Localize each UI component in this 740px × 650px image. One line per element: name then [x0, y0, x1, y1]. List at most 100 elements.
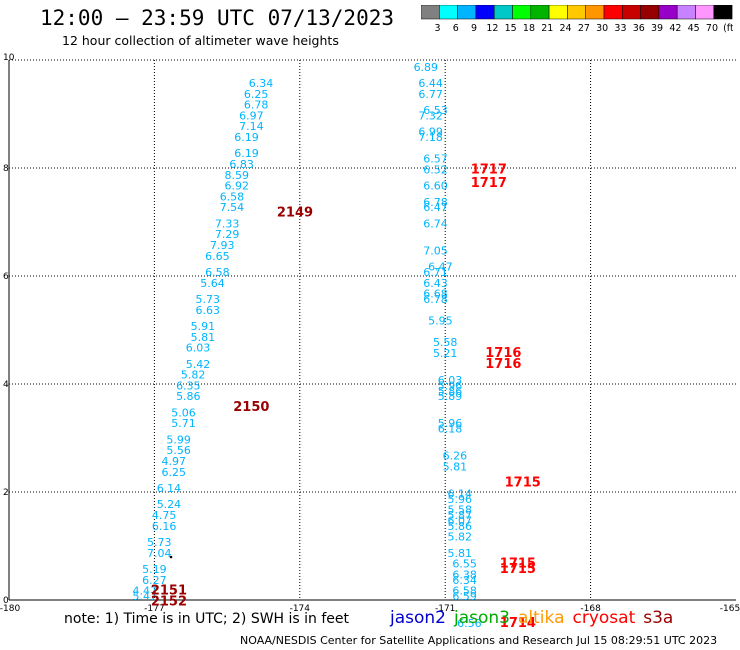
wave-height-label: 6.35 [176, 379, 201, 392]
wave-height-label: 6.47 [423, 201, 448, 214]
mission-legend-s3a: s3a [643, 608, 674, 628]
wave-height-label: 6.56 [457, 617, 482, 630]
colorbar-label: 42 [669, 23, 681, 34]
x-tick-label: -168 [580, 604, 601, 614]
mission-legend-jason3: jason3 [454, 608, 510, 628]
wave-height-label: 6.03 [438, 374, 463, 387]
wave-height-label: 5.96 [438, 417, 463, 430]
wave-height-label: 6.99 [418, 126, 443, 139]
wave-height-label: 5.24 [157, 498, 182, 511]
wave-height-label: 5.86 [447, 520, 472, 533]
y-tick-label: 6 [3, 272, 9, 282]
chart-subtitle: 12 hour collection of altimeter wave hei… [62, 33, 339, 48]
wave-height-label: 5.06 [171, 406, 196, 419]
wave-height-label: 6.63 [195, 304, 220, 317]
chart-title: 12:00 – 23:59 UTC 07/13/2023 [40, 6, 395, 30]
wave-height-label: 6.16 [152, 520, 177, 533]
wave-height-label: 5.73 [195, 293, 220, 306]
data-marker [169, 555, 173, 559]
wave-height-label: 5.73 [147, 536, 172, 549]
wave-height-label: 6.27 [142, 574, 167, 587]
wave-height-label: 5.81 [447, 547, 472, 560]
pass-time-label: 1716 [485, 346, 521, 361]
wave-height-label: 6.55 [452, 558, 477, 571]
wave-height-label: 6.78 [423, 196, 448, 209]
pass-time-label: 1715 [500, 557, 536, 572]
wave-height-label: 6.25 [162, 466, 187, 479]
wave-height-label: 4.75 [152, 509, 177, 522]
wave-height-label: 5.71 [171, 417, 196, 430]
wave-height-label: 7.14 [239, 120, 264, 133]
wave-height-label: 6.34 [452, 574, 477, 587]
colorbar-label: 45 [688, 23, 700, 34]
wave-height-label: 6.25 [244, 88, 269, 101]
colorbar-label: 27 [578, 23, 590, 34]
x-tick-label: -177 [144, 604, 164, 614]
wave-height-label: 6.14 [157, 482, 182, 495]
wave-height-label: 5.42 [186, 358, 211, 371]
colorbar-label: 12 [486, 23, 498, 34]
x-tick-label: -174 [290, 604, 311, 614]
wave-height-label: 6.07 [447, 514, 472, 527]
wave-height-label: 5.82 [447, 531, 472, 544]
colorbar-label: 3 [434, 23, 440, 34]
pass-time-label: 1715 [505, 476, 541, 491]
wave-height-label: 6.53 [423, 104, 448, 117]
wave-height-label: 6.18 [438, 423, 463, 436]
y-tick-label: 8 [3, 164, 9, 174]
wave-height-label: 6.58 [220, 190, 245, 203]
x-tick-label: -180 [0, 604, 20, 614]
wave-height-label: 6.43 [423, 277, 448, 290]
wave-height-label: 5.64 [200, 277, 225, 290]
wave-height-label: 5.87 [447, 509, 472, 522]
colorbar-label: 33 [614, 23, 626, 34]
wave-height-label: 4.47 [132, 585, 157, 598]
pass-time-label: 1715 [500, 562, 536, 577]
colorbar-label: 18 [523, 23, 535, 34]
footnote: note: 1) Time is in UTC; 2) SWH is in fe… [64, 611, 350, 627]
wave-height-label: 7.04 [147, 547, 172, 560]
wave-height-label: 6.19 [234, 131, 259, 144]
wave-height-label: 5.86 [176, 390, 201, 403]
mission-legend-cryosat: cryosat [572, 608, 636, 628]
wave-height-label: 7.33 [215, 217, 240, 230]
pass-time-label: 2150 [233, 400, 269, 415]
wave-height-label: 7.05 [423, 244, 448, 257]
colorbar-label: 15 [505, 23, 517, 34]
wave-height-label: 6.03 [186, 342, 211, 355]
wave-height-label: 6.65 [205, 250, 230, 263]
wave-height-label: 5.95 [428, 315, 453, 328]
wave-height-label: 6.71 [423, 266, 448, 279]
wave-height-label: 6.19 [234, 147, 259, 160]
pass-time-label: 1714 [500, 616, 536, 631]
wave-height-label: 6.58 [205, 266, 230, 279]
x-tick-label: -171 [435, 604, 455, 614]
wave-height-label: 6.74 [423, 217, 448, 230]
wave-height-label: 5.58 [433, 336, 458, 349]
wave-height-label: 5.96 [447, 493, 472, 506]
wave-height-label: 5.21 [433, 347, 458, 360]
y-tick-label: 0 [3, 596, 9, 606]
colorbar-label: 6 [453, 23, 459, 34]
wave-height-label: 7.29 [215, 228, 240, 241]
mission-legend: jason2 jason3 altika cryosat s3a [390, 608, 681, 628]
wave-height-label: 5.86 [438, 385, 463, 398]
colorbar-label: 30 [596, 23, 608, 34]
wave-height-label: 6.68 [423, 288, 448, 301]
pass-time-label: 1716 [485, 357, 521, 372]
pass-time-label: 1717 [471, 162, 507, 177]
pass-time-label: 1717 [471, 176, 507, 191]
y-tick-label: 4 [3, 380, 9, 390]
wave-height-label: 7.32 [418, 109, 443, 122]
wave-height-label: 6.47 [428, 261, 453, 274]
wave-height-label: 6.60 [423, 180, 448, 193]
wave-height-label: 6.34 [249, 77, 274, 90]
mission-legend-jason2: jason2 [390, 608, 446, 628]
colorbar-label: 39 [651, 23, 663, 34]
colorbar-label: (ft) [723, 23, 733, 34]
wave-height-label: 5.47 [132, 590, 157, 603]
wave-height-label: 7.18 [418, 131, 443, 144]
wave-height-label: 5.56 [166, 444, 191, 457]
